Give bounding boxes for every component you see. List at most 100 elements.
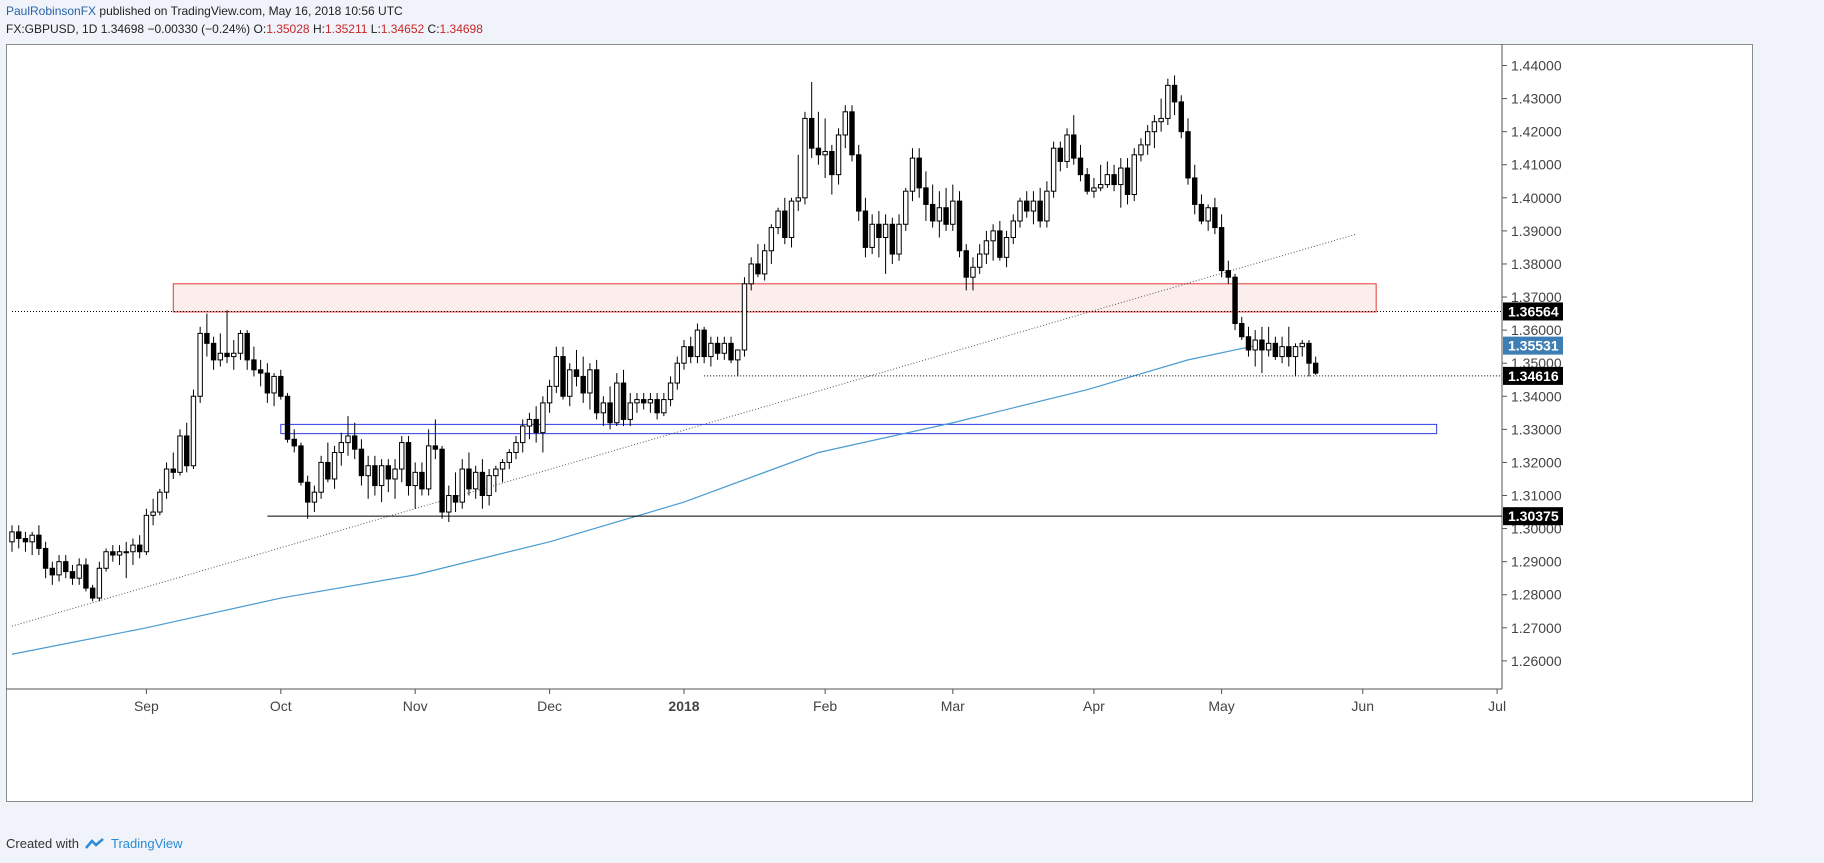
candle-body [425,445,432,490]
candle-body [506,452,512,463]
candle [1050,141,1057,198]
tradingview-brand-link[interactable]: TradingView [110,836,183,851]
candle-body [130,544,136,553]
candle [318,455,324,499]
y-tick-label: 1.37000 [1511,289,1562,305]
candle [385,459,392,493]
candle-body [385,465,392,480]
candle-body [365,465,371,477]
candle-body [647,399,654,404]
candle [1218,214,1225,278]
candle-body [674,362,680,384]
candle [808,82,815,159]
candle-body [1071,134,1077,159]
candle [1279,336,1285,364]
y-tick-label: 1.31000 [1511,488,1562,504]
candle-body [654,399,660,414]
candle [96,561,103,602]
candle [587,363,593,410]
candle-body [513,442,519,454]
candle [298,442,304,486]
candle-body [1158,117,1164,123]
candle [1252,330,1258,367]
candle-body [782,210,788,239]
candle-body [358,448,365,477]
candle-body [452,495,459,503]
candle-body [829,151,835,176]
y-tick-label: 1.38000 [1511,256,1562,272]
candle-body [163,468,170,493]
candle-body [909,157,916,192]
candle-body [304,481,311,503]
candle [63,555,69,579]
candle-body [22,538,29,543]
candle [56,555,62,582]
candle [553,346,560,393]
candle [1017,197,1023,228]
candle-body [808,117,815,149]
candle [627,392,633,427]
candle [755,244,761,278]
candle [1192,164,1198,215]
candle [372,455,378,496]
candle [1024,191,1030,218]
candle [681,340,687,370]
moving-average-line [11,345,1256,655]
candle [42,541,49,579]
close-label: C: [427,22,440,36]
y-tick-label: 1.29000 [1511,554,1562,570]
candle [486,469,492,506]
candle-body [372,465,378,487]
candle [89,584,96,602]
open-label: O: [253,22,267,36]
price-chart[interactable]: 1.260001.270001.280001.290001.300001.310… [6,44,1753,802]
candle [197,326,203,403]
candle-body [143,514,150,553]
y-tick-label: 1.39000 [1511,223,1562,239]
candle [593,359,600,420]
candle [452,472,459,513]
candle [795,154,801,212]
candle [869,214,875,255]
candle-body [849,111,855,156]
candle [1158,98,1164,132]
x-tick-label: Nov [403,698,428,714]
candle [667,376,674,407]
candle-body [1044,190,1050,222]
candle-body [876,223,882,238]
candle [271,373,277,407]
candle-body [869,223,875,248]
candle-body [661,399,667,414]
candle-body [110,551,116,556]
candle-body [755,263,761,275]
candle [1245,326,1252,357]
candle [459,459,465,509]
candle-body [278,375,284,397]
publish-header: PaulRobinsonFX published on TradingView.… [6,4,403,18]
x-tick-label: Mar [941,698,965,714]
candle-body [842,111,848,136]
candle-body [1144,131,1151,146]
y-tick-label: 1.42000 [1511,124,1562,140]
candle-body [822,151,828,156]
candle [822,118,828,178]
candle-body [1097,184,1104,189]
candle [943,187,949,231]
candle [224,310,230,364]
candle [358,439,365,486]
candle [956,191,963,258]
candle [432,419,439,460]
candle [143,508,150,556]
candle-body [607,402,613,424]
candle [1292,343,1299,377]
author-link[interactable]: PaulRobinsonFX [6,4,97,18]
candle [842,105,848,149]
candle [69,564,76,585]
candle-body [466,468,472,490]
candle-body [190,395,197,467]
low-label: L: [370,22,381,36]
price-label-bg [1503,302,1563,321]
price-change: −0.00330 (−0.24%) [147,22,251,36]
y-tick-label: 1.32000 [1511,454,1562,470]
y-tick-label: 1.43000 [1511,91,1562,107]
